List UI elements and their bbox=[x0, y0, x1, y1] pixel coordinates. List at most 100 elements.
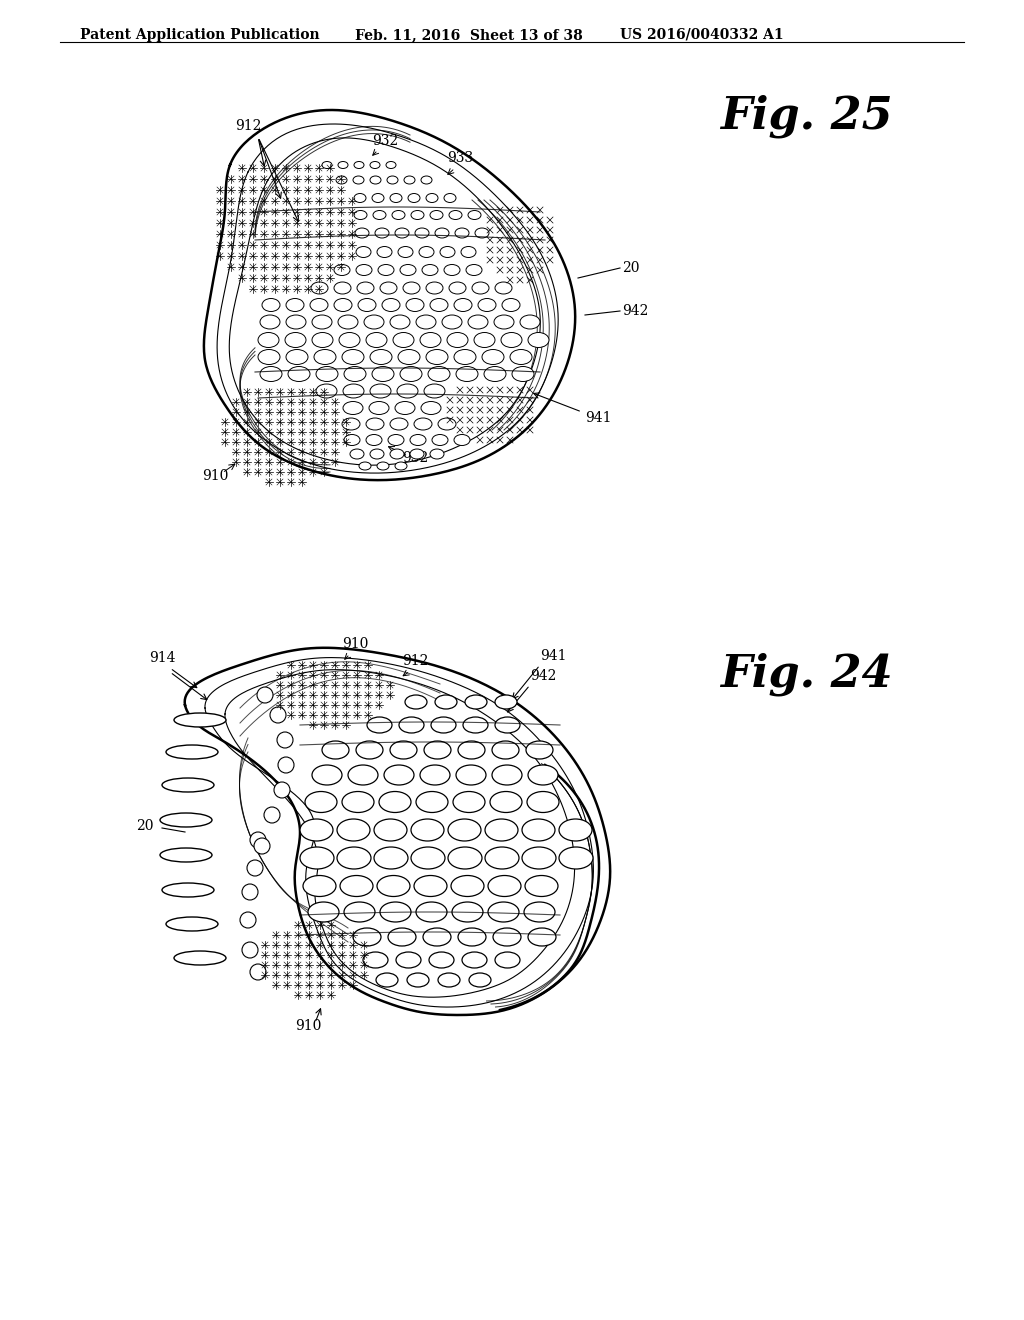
Ellipse shape bbox=[373, 210, 386, 219]
Ellipse shape bbox=[162, 777, 214, 792]
Ellipse shape bbox=[456, 367, 478, 381]
Ellipse shape bbox=[494, 315, 514, 329]
Ellipse shape bbox=[431, 717, 456, 733]
Ellipse shape bbox=[454, 434, 470, 446]
Text: 910: 910 bbox=[202, 469, 228, 483]
Ellipse shape bbox=[399, 717, 424, 733]
Ellipse shape bbox=[370, 350, 392, 364]
Ellipse shape bbox=[314, 350, 336, 364]
Ellipse shape bbox=[527, 792, 559, 813]
Ellipse shape bbox=[334, 264, 350, 276]
Ellipse shape bbox=[355, 228, 369, 238]
Ellipse shape bbox=[366, 333, 387, 347]
Ellipse shape bbox=[398, 350, 420, 364]
Ellipse shape bbox=[495, 282, 512, 294]
Ellipse shape bbox=[426, 350, 449, 364]
Ellipse shape bbox=[342, 792, 374, 813]
Ellipse shape bbox=[475, 228, 489, 238]
Ellipse shape bbox=[286, 350, 308, 364]
Ellipse shape bbox=[430, 210, 443, 219]
Ellipse shape bbox=[395, 228, 409, 238]
Ellipse shape bbox=[312, 315, 332, 329]
Ellipse shape bbox=[242, 942, 258, 958]
Ellipse shape bbox=[423, 928, 451, 946]
Ellipse shape bbox=[420, 766, 450, 785]
Ellipse shape bbox=[300, 818, 333, 841]
Ellipse shape bbox=[308, 902, 339, 921]
Ellipse shape bbox=[466, 264, 482, 276]
Ellipse shape bbox=[424, 384, 445, 399]
Text: 912: 912 bbox=[234, 119, 261, 133]
Ellipse shape bbox=[374, 818, 407, 841]
Ellipse shape bbox=[258, 333, 279, 347]
Text: 941: 941 bbox=[585, 411, 611, 425]
Ellipse shape bbox=[435, 228, 449, 238]
Ellipse shape bbox=[495, 717, 520, 733]
Ellipse shape bbox=[411, 847, 445, 869]
Ellipse shape bbox=[160, 847, 212, 862]
Ellipse shape bbox=[495, 952, 520, 968]
Ellipse shape bbox=[429, 952, 454, 968]
Ellipse shape bbox=[372, 194, 384, 202]
Ellipse shape bbox=[264, 807, 280, 822]
Ellipse shape bbox=[528, 766, 558, 785]
Ellipse shape bbox=[408, 194, 420, 202]
Ellipse shape bbox=[380, 282, 397, 294]
Ellipse shape bbox=[403, 282, 420, 294]
Ellipse shape bbox=[338, 315, 358, 329]
Ellipse shape bbox=[422, 264, 438, 276]
Ellipse shape bbox=[339, 333, 360, 347]
Ellipse shape bbox=[440, 247, 455, 257]
Ellipse shape bbox=[166, 744, 218, 759]
Ellipse shape bbox=[426, 194, 438, 202]
Ellipse shape bbox=[356, 264, 372, 276]
Ellipse shape bbox=[384, 766, 414, 785]
Ellipse shape bbox=[240, 912, 256, 928]
Ellipse shape bbox=[454, 298, 472, 312]
Ellipse shape bbox=[334, 282, 351, 294]
Ellipse shape bbox=[354, 161, 364, 169]
Ellipse shape bbox=[524, 902, 555, 921]
Ellipse shape bbox=[463, 717, 488, 733]
Ellipse shape bbox=[338, 161, 348, 169]
Ellipse shape bbox=[250, 964, 266, 979]
Ellipse shape bbox=[286, 315, 306, 329]
Ellipse shape bbox=[484, 367, 506, 381]
Text: 941: 941 bbox=[540, 649, 566, 663]
Ellipse shape bbox=[472, 282, 489, 294]
Ellipse shape bbox=[370, 384, 391, 399]
Ellipse shape bbox=[406, 696, 427, 709]
Ellipse shape bbox=[305, 792, 337, 813]
Ellipse shape bbox=[274, 781, 290, 799]
Ellipse shape bbox=[468, 210, 481, 219]
Ellipse shape bbox=[356, 741, 383, 759]
Ellipse shape bbox=[372, 367, 394, 381]
Text: Feb. 11, 2016  Sheet 13 of 38: Feb. 11, 2016 Sheet 13 of 38 bbox=[355, 28, 583, 42]
Ellipse shape bbox=[343, 401, 362, 414]
Ellipse shape bbox=[382, 298, 400, 312]
Text: 914: 914 bbox=[148, 651, 175, 665]
Ellipse shape bbox=[444, 264, 460, 276]
Ellipse shape bbox=[453, 792, 485, 813]
Ellipse shape bbox=[387, 176, 398, 183]
Ellipse shape bbox=[528, 928, 556, 946]
Ellipse shape bbox=[449, 282, 466, 294]
Ellipse shape bbox=[260, 315, 280, 329]
Ellipse shape bbox=[451, 875, 484, 896]
Ellipse shape bbox=[359, 462, 371, 470]
Ellipse shape bbox=[414, 875, 447, 896]
Ellipse shape bbox=[286, 298, 304, 312]
Ellipse shape bbox=[410, 434, 426, 446]
Ellipse shape bbox=[370, 449, 384, 459]
Ellipse shape bbox=[388, 928, 416, 946]
Ellipse shape bbox=[456, 766, 486, 785]
Ellipse shape bbox=[512, 367, 534, 381]
Ellipse shape bbox=[366, 418, 384, 430]
Ellipse shape bbox=[390, 741, 417, 759]
Ellipse shape bbox=[257, 686, 273, 704]
Ellipse shape bbox=[377, 462, 389, 470]
Text: 20: 20 bbox=[136, 818, 154, 833]
Ellipse shape bbox=[344, 367, 366, 381]
Ellipse shape bbox=[478, 298, 496, 312]
Ellipse shape bbox=[438, 418, 456, 430]
